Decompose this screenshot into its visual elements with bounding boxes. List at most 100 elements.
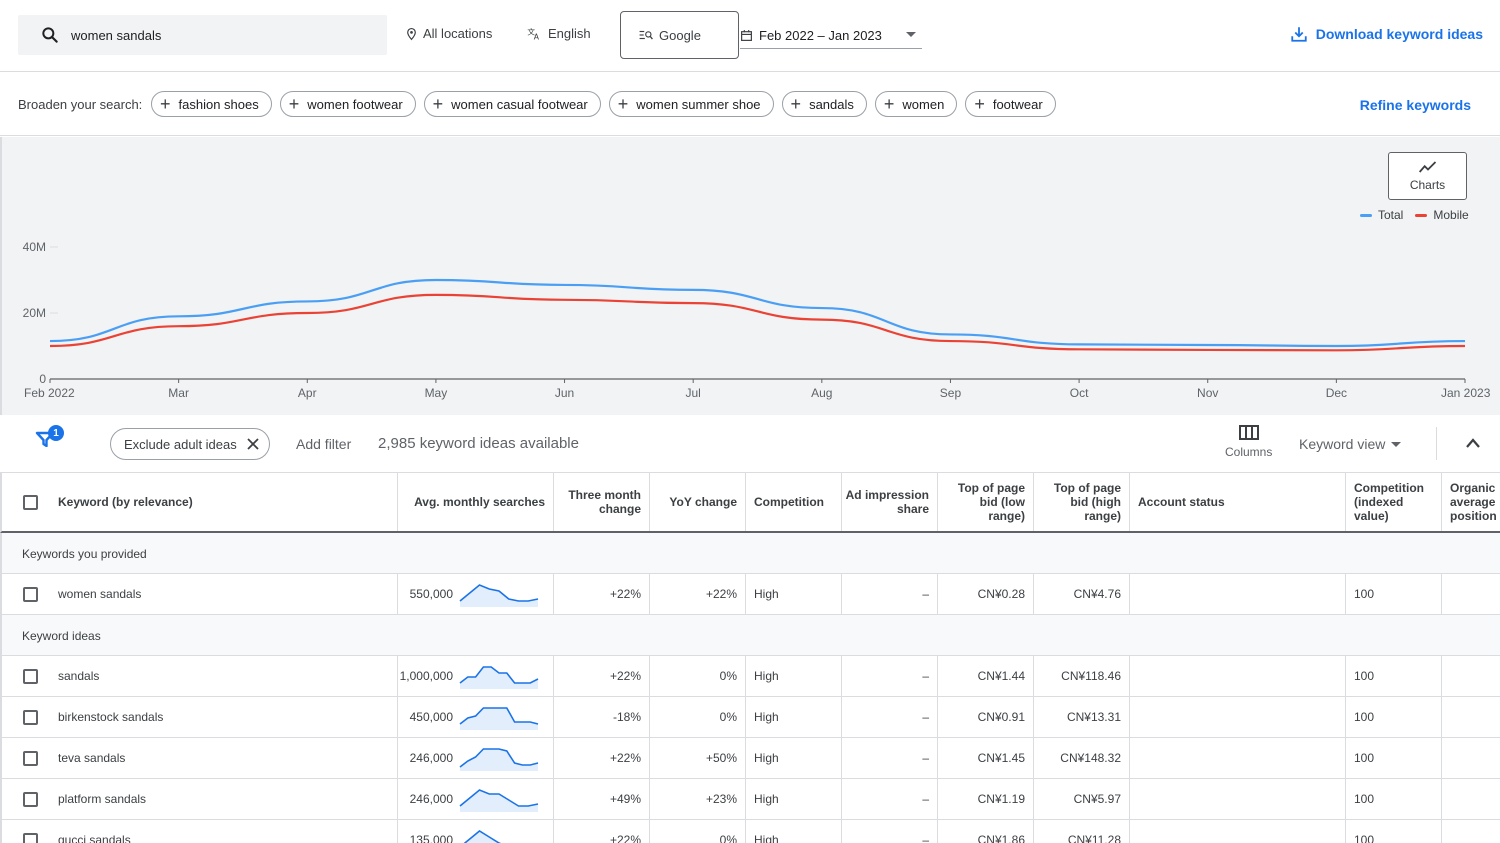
broaden-chip[interactable]: + women casual footwear bbox=[423, 91, 601, 117]
cell-value: 450,000 bbox=[409, 710, 453, 724]
cell-value: 1,000,000 bbox=[399, 669, 453, 683]
x-tick-label: Feb 2022 bbox=[24, 386, 75, 400]
header-organic-position[interactable]: Organic average position bbox=[1442, 473, 1500, 531]
row-checkbox[interactable] bbox=[23, 792, 38, 807]
header-keyword[interactable]: Keyword (by relevance) bbox=[50, 473, 398, 531]
columns-icon bbox=[1238, 425, 1259, 440]
table-row[interactable]: platform sandals 246,000 +49% +23% High – CN¥1… bbox=[0, 779, 1500, 820]
broaden-chip[interactable]: + fashion shoes bbox=[151, 91, 272, 117]
search-network-icon bbox=[639, 30, 653, 40]
cell-value: – bbox=[922, 751, 929, 765]
legend-mobile-label: Mobile bbox=[1433, 208, 1469, 222]
header-yoy-change[interactable]: YoY change bbox=[650, 473, 746, 531]
x-tick-label: May bbox=[425, 386, 448, 400]
header-avg-monthly-searches[interactable]: Avg. monthly searches bbox=[398, 473, 554, 531]
translate-icon: 文A bbox=[527, 27, 539, 41]
header-avg-label: Avg. monthly searches bbox=[414, 495, 545, 509]
cell-account bbox=[1130, 656, 1346, 696]
cell-value: CN¥13.31 bbox=[1066, 710, 1121, 724]
date-range-selector[interactable]: Feb 2022 – Jan 2023 bbox=[740, 23, 922, 49]
header-competition[interactable]: Competition bbox=[746, 473, 842, 531]
cell-account bbox=[1130, 697, 1346, 737]
cell-value: 100 bbox=[1354, 587, 1375, 601]
columns-button[interactable]: Columns bbox=[1225, 425, 1272, 459]
header-bid-high[interactable]: Top of page bid (high range) bbox=[1034, 473, 1130, 531]
network-label: Google bbox=[659, 27, 701, 43]
header-yoy-label: YoY change bbox=[669, 495, 737, 509]
sparkline-line bbox=[459, 666, 539, 684]
keyword-view-dropdown[interactable]: Keyword view bbox=[1299, 436, 1402, 452]
broaden-chips: + fashion shoes + women footwear + women ca… bbox=[151, 91, 1056, 117]
calendar-icon bbox=[741, 30, 752, 41]
refine-keywords-button[interactable]: Refine keywords bbox=[1359, 97, 1471, 113]
cell-yoy: 0% bbox=[650, 820, 746, 843]
charts-button[interactable]: Charts bbox=[1388, 152, 1467, 200]
cell-value: High bbox=[754, 833, 779, 843]
cell-comp-index: 100 bbox=[1346, 779, 1442, 819]
cell-value: +23% bbox=[705, 792, 737, 806]
cell-competition: High bbox=[746, 820, 842, 843]
cell-yoy: +50% bbox=[650, 738, 746, 778]
broaden-chip[interactable]: + women bbox=[874, 91, 958, 117]
cell-comp-index: 100 bbox=[1346, 820, 1442, 843]
table-row[interactable]: birkenstock sandals 450,000 -18% 0% High – CN¥… bbox=[0, 697, 1500, 738]
cell-organic bbox=[1442, 820, 1500, 843]
trend-sparkline bbox=[459, 707, 539, 730]
cell-avg: 550,000 bbox=[398, 574, 554, 614]
broaden-chip[interactable]: + footwear bbox=[965, 91, 1056, 117]
row-checkbox[interactable] bbox=[23, 669, 38, 684]
cell-value: CN¥1.45 bbox=[977, 751, 1025, 765]
network-selector[interactable]: Google bbox=[620, 11, 739, 59]
series-line-mobile bbox=[49, 293, 1466, 352]
header-account-status[interactable]: Account status bbox=[1130, 473, 1346, 531]
cell-value: High bbox=[754, 751, 779, 765]
cell-account bbox=[1130, 820, 1346, 843]
broaden-chip[interactable]: + women summer shoe bbox=[608, 91, 774, 117]
cell-value: High bbox=[754, 792, 779, 806]
row-checkbox[interactable] bbox=[23, 751, 38, 766]
row-checkbox[interactable] bbox=[23, 587, 38, 602]
sparkline-line bbox=[463, 830, 502, 843]
chip-label: sandals bbox=[809, 96, 854, 112]
header-organic-label: Organic average position bbox=[1450, 481, 1497, 523]
table-row[interactable]: sandals 1,000,000 +22% 0% High – CN¥1.44 CN¥118… bbox=[0, 656, 1500, 697]
cell-keyword: teva sandals bbox=[50, 738, 398, 778]
cell-ad-share: – bbox=[842, 820, 938, 843]
chip-label: women bbox=[902, 96, 945, 112]
header-ad-impression-share[interactable]: Ad impression share bbox=[842, 473, 938, 531]
header-three-month-change[interactable]: Three month change bbox=[554, 473, 650, 531]
table-row[interactable]: teva sandals 246,000 +22% +50% High – CN¥1.45 C… bbox=[0, 738, 1500, 779]
header-competition-indexed[interactable]: Competition (indexed value) bbox=[1346, 473, 1442, 531]
close-icon[interactable] bbox=[247, 438, 259, 450]
broaden-chip[interactable]: + women footwear bbox=[279, 91, 416, 117]
x-tick-label: Jul bbox=[686, 386, 701, 400]
search-input[interactable]: women sandals bbox=[18, 15, 387, 55]
x-tick-label: Apr bbox=[298, 386, 317, 400]
table-row[interactable]: women sandals 550,000 +22% +22% High – CN¥0.28… bbox=[0, 574, 1500, 615]
cell-three-month: +22% bbox=[554, 820, 650, 843]
cell-value: sandals bbox=[58, 669, 100, 683]
add-filter-button[interactable]: Add filter bbox=[296, 436, 352, 452]
header-competition-label: Competition bbox=[754, 495, 824, 509]
header-keyword-label: Keyword (by relevance) bbox=[58, 495, 193, 509]
cell-ad-share: – bbox=[842, 656, 938, 696]
plus-icon: + bbox=[790, 94, 802, 114]
table-row[interactable]: gucci sandals 135,000 +22% 0% High – CN¥1.86 CN… bbox=[0, 820, 1500, 843]
header-ad-share-label: Ad impression share bbox=[845, 488, 929, 516]
header-three-month-label: Three month change bbox=[568, 488, 641, 516]
download-keyword-ideas-button[interactable]: Download keyword ideas bbox=[1290, 25, 1483, 43]
exclude-adult-ideas-chip[interactable]: Exclude adult ideas bbox=[110, 428, 270, 460]
cell-three-month: +49% bbox=[554, 779, 650, 819]
locations-selector[interactable]: All locations bbox=[405, 26, 492, 41]
select-all-checkbox[interactable] bbox=[23, 495, 38, 510]
cell-organic bbox=[1442, 779, 1500, 819]
chevron-up-icon[interactable] bbox=[1465, 437, 1481, 449]
row-checkbox[interactable] bbox=[23, 833, 38, 843]
header-bid-low[interactable]: Top of page bid (low range) bbox=[938, 473, 1034, 531]
cell-value: CN¥4.76 bbox=[1073, 587, 1121, 601]
chip-label: women summer shoe bbox=[636, 96, 761, 112]
row-checkbox[interactable] bbox=[23, 710, 38, 725]
cell-value: +22% bbox=[609, 669, 641, 683]
broaden-chip[interactable]: + sandals bbox=[781, 91, 867, 117]
